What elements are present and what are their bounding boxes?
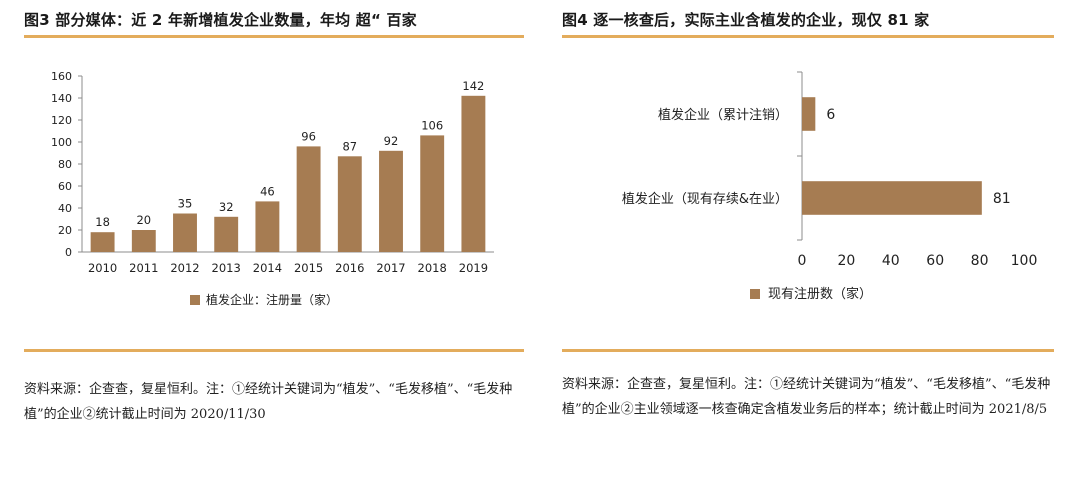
y-tick-label: 0 [65, 246, 72, 259]
data-label-2016: 87 [342, 139, 357, 153]
x-tick-label-2012: 2012 [170, 261, 199, 275]
legend-label: 现有注册数（家） [768, 286, 872, 302]
x-tick-label-2015: 2015 [294, 261, 323, 275]
data-label-2015: 96 [301, 129, 316, 143]
x-tick-label-2013: 2013 [212, 261, 241, 275]
x-tick-label: 100 [1011, 253, 1038, 269]
x-tick-label-2017: 2017 [376, 261, 405, 275]
y-tick-label: 160 [51, 70, 72, 83]
figure-4-panel: 图4 逐一核查后，实际主业含植发的企业，现仅 81 家 0 20 40 60 80 100… [562, 0, 1054, 477]
bar-2015 [296, 146, 321, 252]
y-tick-label: 40 [58, 202, 72, 215]
data-label-2017: 92 [384, 134, 399, 148]
x-tick-label-2014: 2014 [253, 261, 282, 275]
x-tick-label: 0 [798, 253, 807, 269]
bar-2016 [337, 156, 362, 252]
x-tick-label-2019: 2019 [459, 261, 488, 275]
y-tick-label: 140 [51, 92, 72, 105]
legend-label: 植发企业：注册量（家） [206, 292, 338, 307]
figure-4-top-rule [562, 35, 1054, 38]
figure-3-bottom-rule [24, 349, 524, 352]
legend-swatch [750, 289, 760, 299]
data-label-2012: 35 [178, 197, 193, 211]
y-tick-label: 60 [58, 180, 72, 193]
data-label-2014: 46 [260, 184, 275, 198]
x-tick-label: 60 [926, 253, 944, 269]
data-label-2011: 20 [136, 213, 151, 227]
bar-1 [802, 181, 982, 215]
y-tick-label: 80 [58, 158, 72, 171]
x-tick-label: 20 [837, 253, 855, 269]
figure-3-panel: 图3 部分媒体：近 2 年新增植发企业数量，年均 超“ 百家 0 20 40 60 80… [24, 0, 524, 477]
figure-4-source-note: 资料来源：企查查，复星恒利。注：①经统计关键词为“植发”、“毛发移植”、“毛发种… [562, 377, 1051, 417]
x-tick-label: 80 [971, 253, 989, 269]
figure-3-bar-chart: 0 20 40 60 80 100 120 140 160 18 2010 20 2011 35 2012 3… [51, 70, 494, 307]
bar-2019 [461, 95, 486, 252]
x-tick-label-2016: 2016 [335, 261, 364, 275]
y-tick-label: 120 [51, 114, 72, 127]
data-label-2019: 142 [462, 79, 484, 93]
x-tick-label-2010: 2010 [88, 261, 117, 275]
data-label-1: 81 [993, 191, 1011, 207]
figure-3-top-rule [24, 35, 524, 38]
data-label-2018: 106 [421, 118, 443, 132]
data-label-2013: 32 [219, 200, 234, 214]
bar-2018 [420, 135, 445, 252]
y-tick-label: 20 [58, 224, 72, 237]
legend-swatch [190, 295, 200, 305]
bar-2011 [131, 230, 156, 252]
category-label-1: 植发企业（现有存续&在业） [622, 191, 788, 207]
bar-2013 [214, 216, 239, 252]
x-tick-label-2011: 2011 [129, 261, 158, 275]
category-label-0: 植发企业（累计注销） [658, 107, 788, 123]
figure-3-source-note: 资料来源：企查查，复星恒利。注：①经统计关键词为“植发”、“毛发移植”、“毛发种… [24, 382, 513, 422]
data-label-2010: 18 [95, 215, 110, 229]
data-label-0: 6 [826, 107, 835, 123]
bar-2017 [379, 150, 403, 252]
bar-2014 [255, 201, 280, 252]
x-tick-label-2018: 2018 [418, 261, 447, 275]
figure-4-bottom-rule [562, 349, 1054, 352]
bar-2012 [173, 213, 197, 252]
bar-0 [802, 97, 816, 131]
x-tick-label: 40 [882, 253, 900, 269]
figure-3-title: 图3 部分媒体：近 2 年新增植发企业数量，年均 超“ 百家 [24, 11, 417, 29]
bar-2010 [90, 232, 115, 252]
figure-4-title: 图4 逐一核查后，实际主业含植发的企业，现仅 81 家 [562, 11, 930, 29]
y-tick-label: 100 [51, 136, 72, 149]
figure-4-bar-chart: 0 20 40 60 80 100 6 植发企业（累计注销） 81 植发企业（现有存续&在业） 现有… [622, 71, 1038, 302]
